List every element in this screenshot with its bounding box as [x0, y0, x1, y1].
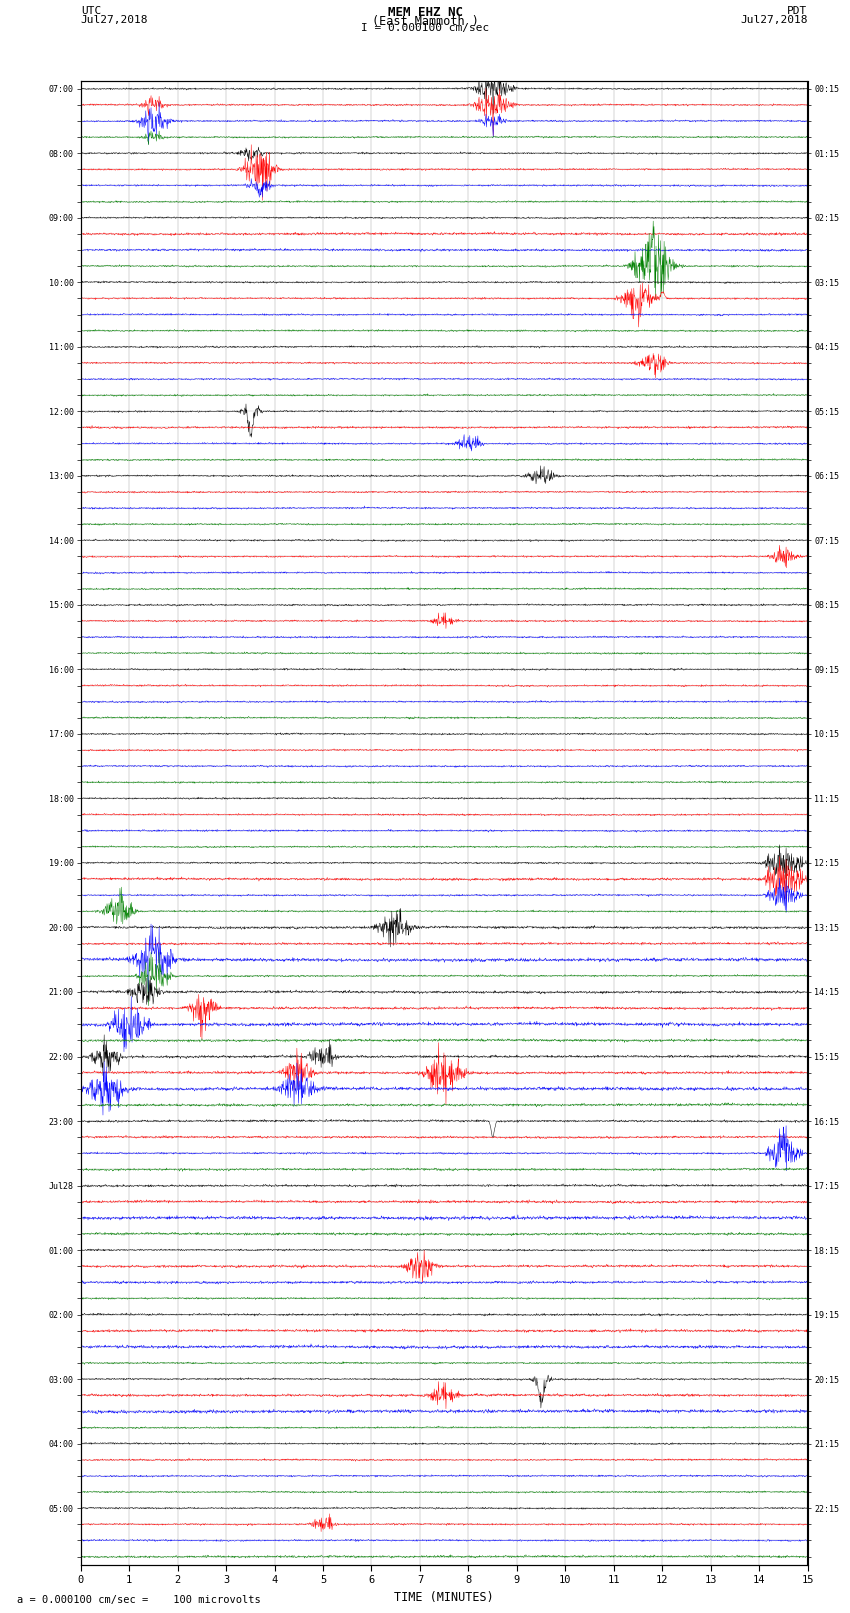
Text: UTC: UTC	[81, 5, 101, 16]
Text: (East Mammoth ): (East Mammoth )	[371, 15, 479, 27]
X-axis label: TIME (MINUTES): TIME (MINUTES)	[394, 1590, 494, 1603]
Text: I = 0.000100 cm/sec: I = 0.000100 cm/sec	[361, 23, 489, 32]
Text: Jul27,2018: Jul27,2018	[740, 15, 808, 24]
Text: MEM EHZ NC: MEM EHZ NC	[388, 5, 462, 19]
Text: Jul27,2018: Jul27,2018	[81, 15, 148, 24]
Text: PDT: PDT	[787, 5, 808, 16]
Text: a = 0.000100 cm/sec =    100 microvolts: a = 0.000100 cm/sec = 100 microvolts	[17, 1595, 261, 1605]
